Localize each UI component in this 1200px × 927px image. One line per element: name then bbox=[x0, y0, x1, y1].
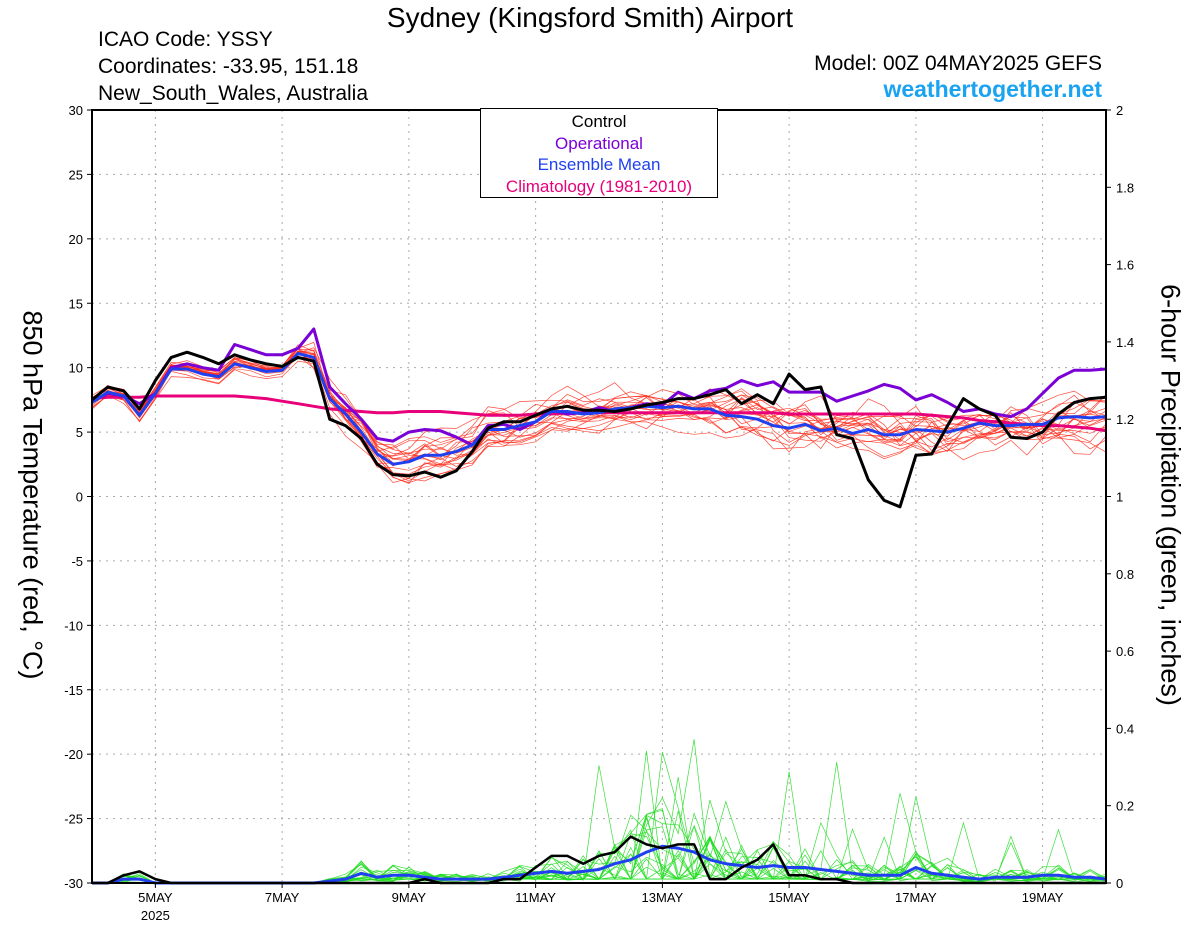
precip-member-line bbox=[92, 776, 1107, 884]
temp-member-line bbox=[91, 360, 1107, 464]
x-tick-label: 13MAY bbox=[642, 890, 684, 905]
right-tick-label: 0.2 bbox=[1116, 799, 1134, 814]
precip-member-line bbox=[92, 739, 1107, 884]
left-tick-label: -15 bbox=[64, 683, 83, 698]
left-tick-label: -25 bbox=[64, 812, 83, 827]
precip-member-line bbox=[92, 762, 1107, 884]
chart-title: Sydney (Kingsford Smith) Airport bbox=[386, 2, 794, 33]
x-tick-label: 7MAY bbox=[265, 890, 300, 905]
right-tick-label: 1.6 bbox=[1116, 258, 1134, 273]
model-run: Model: 00Z 04MAY2025 GEFS bbox=[814, 52, 1102, 75]
left-tick-label: -5 bbox=[71, 554, 83, 569]
legend-operational: Operational bbox=[555, 133, 643, 153]
left-tick-label: 15 bbox=[69, 296, 83, 311]
icao-code: ICAO Code: YSSY bbox=[98, 28, 273, 51]
x-tick-label: 19MAY bbox=[1022, 890, 1064, 905]
site-link[interactable]: weathertogether.net bbox=[883, 76, 1102, 102]
right-tick-label: 0.4 bbox=[1116, 721, 1134, 736]
legend-ensemble-mean: Ensemble Mean bbox=[537, 155, 661, 174]
precip-member-line bbox=[92, 821, 1107, 884]
axis-ticks: 302520151050-5-10-15-20-25-3021.81.61.41… bbox=[64, 103, 1134, 923]
legend-control: Control bbox=[571, 112, 627, 131]
precip-member-line bbox=[92, 765, 1107, 884]
right-axis-label: 6-hour Precipitation (green, inches) bbox=[1155, 284, 1186, 706]
left-tick-label: 0 bbox=[76, 490, 83, 505]
precip-member-line bbox=[92, 750, 1107, 884]
ensemble-members bbox=[91, 341, 1107, 884]
main-series bbox=[91, 327, 1107, 885]
coordinates: Coordinates: -33.95, 151.18 bbox=[98, 55, 359, 78]
left-tick-label: -30 bbox=[64, 876, 83, 891]
right-tick-label: 1 bbox=[1116, 490, 1123, 505]
region: New_South_Wales, Australia bbox=[98, 82, 369, 105]
right-tick-label: 1.2 bbox=[1116, 412, 1134, 427]
left-tick-label: 20 bbox=[69, 232, 83, 247]
x-tick-label: 5MAY bbox=[138, 890, 173, 905]
legend-climatology: Climatology (1981-2010) bbox=[505, 176, 693, 196]
left-tick-label: 25 bbox=[69, 167, 83, 182]
x-tick-label: 15MAY bbox=[768, 890, 810, 905]
x-tick-label: 9MAY bbox=[392, 890, 427, 905]
right-tick-label: 0.8 bbox=[1116, 567, 1134, 582]
precip-member-line bbox=[92, 771, 1106, 884]
left-tick-label: -10 bbox=[64, 618, 83, 633]
left-tick-label: 30 bbox=[69, 103, 83, 118]
left-tick-label: 10 bbox=[69, 361, 83, 376]
year-label: 2025 bbox=[141, 908, 170, 923]
x-tick-label: 17MAY bbox=[895, 890, 937, 905]
temp-ensemble-mean-line bbox=[91, 352, 1107, 466]
legend: Control Operational Ensemble Mean Climat… bbox=[480, 108, 718, 198]
left-tick-label: 5 bbox=[76, 425, 83, 440]
temp-member-line bbox=[91, 356, 1107, 482]
right-tick-label: 0 bbox=[1116, 876, 1123, 891]
right-tick-label: 0.6 bbox=[1116, 644, 1134, 659]
right-tick-label: 2 bbox=[1116, 103, 1123, 118]
temp-member-line bbox=[91, 353, 1107, 454]
right-tick-label: 1.8 bbox=[1116, 180, 1134, 195]
left-axis-label: 850 hPa Temperature (red, °C) bbox=[17, 310, 48, 680]
left-tick-label: -20 bbox=[64, 747, 83, 762]
temp-control-line bbox=[91, 350, 1107, 509]
right-tick-label: 1.4 bbox=[1116, 335, 1134, 350]
temp-member-line bbox=[91, 346, 1107, 460]
x-tick-label: 11MAY bbox=[515, 890, 556, 905]
temp-member-line bbox=[91, 355, 1107, 460]
operational-line bbox=[91, 327, 1107, 447]
